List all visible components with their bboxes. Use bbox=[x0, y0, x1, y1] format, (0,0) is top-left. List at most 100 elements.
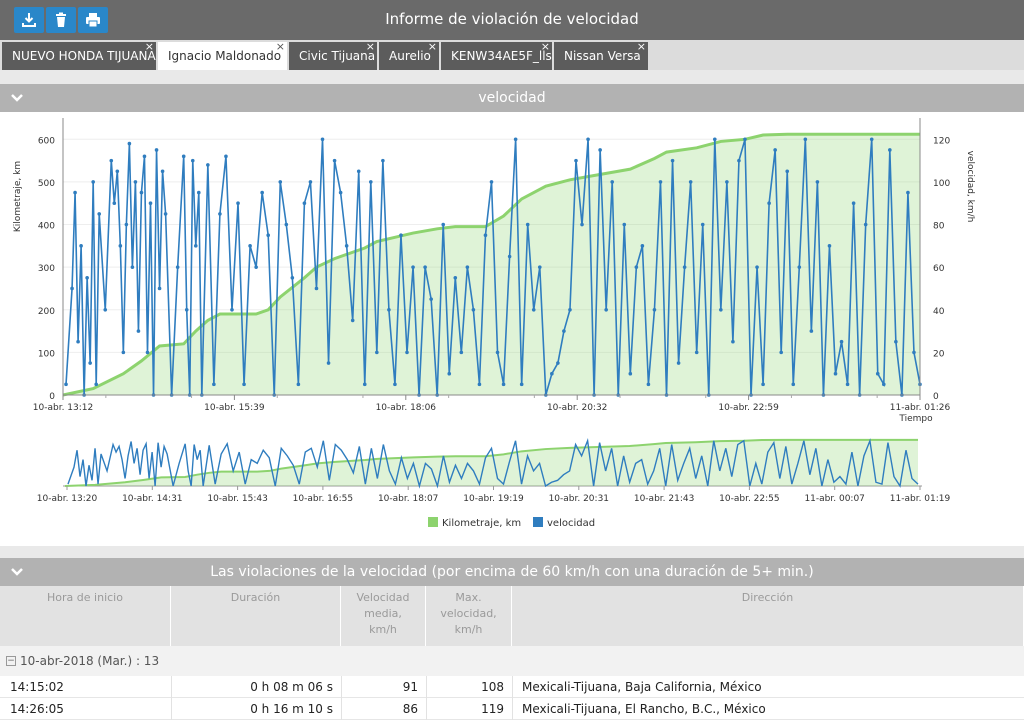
header-avg-speed[interactable]: Velocidad media, km/h bbox=[341, 586, 426, 646]
speed-point bbox=[640, 244, 645, 248]
speed-point bbox=[278, 180, 283, 184]
speed-point bbox=[827, 244, 832, 248]
left-tick-label: 600 bbox=[38, 136, 55, 146]
close-icon[interactable]: × bbox=[540, 40, 550, 53]
right-tick-label: 20 bbox=[933, 349, 945, 359]
close-icon[interactable]: × bbox=[365, 40, 375, 53]
collapse-icon[interactable]: − bbox=[6, 656, 16, 666]
speed-point bbox=[230, 307, 234, 312]
speed-point bbox=[350, 318, 355, 323]
right-tick-label: 120 bbox=[933, 136, 950, 146]
delete-button[interactable] bbox=[46, 7, 76, 33]
speed-point bbox=[332, 158, 337, 163]
speed-point bbox=[224, 154, 228, 159]
left-axis-title: Kilometraje, km bbox=[13, 161, 23, 232]
speed-point bbox=[586, 137, 590, 142]
left-tick-label: 500 bbox=[38, 179, 55, 189]
speed-point bbox=[773, 148, 777, 152]
speed-point bbox=[694, 350, 699, 355]
chart-section-header[interactable]: velocidad bbox=[0, 84, 1024, 112]
speed-point bbox=[851, 201, 856, 206]
print-button[interactable] bbox=[78, 7, 108, 33]
speed-point bbox=[574, 158, 578, 163]
table-row[interactable]: 14:26:05 0 h 16 m 10 s 86 119 Mexicali-T… bbox=[0, 698, 1024, 720]
trash-icon bbox=[56, 12, 66, 27]
speed-point bbox=[562, 329, 566, 333]
speed-point bbox=[423, 265, 427, 269]
header-text: velocidad, bbox=[440, 607, 497, 620]
header-max-speed[interactable]: Max. velocidad, km/h bbox=[426, 586, 512, 646]
speed-point bbox=[320, 137, 325, 142]
navigator-tick-label: 10-abr. 15:43 bbox=[207, 494, 267, 504]
chevron-down-icon[interactable] bbox=[10, 91, 24, 105]
speed-point bbox=[525, 222, 530, 227]
download-button[interactable] bbox=[14, 7, 44, 33]
speed-point bbox=[160, 169, 165, 174]
tab-ignacio-maldonado[interactable]: Ignacio Maldonado × bbox=[158, 40, 287, 70]
cell-address: Mexicali-Tijuana, El Rancho, B.C., Méxic… bbox=[522, 702, 766, 716]
group-row[interactable]: − 10-abr-2018 (Mar.) : 13 bbox=[0, 646, 1024, 676]
chevron-down-icon[interactable] bbox=[10, 565, 24, 579]
speed-point bbox=[97, 212, 102, 216]
speed-point bbox=[115, 169, 120, 174]
table-row[interactable]: 14:15:02 0 h 08 m 06 s 91 108 Mexicali-T… bbox=[0, 676, 1024, 698]
x-tick-label: 11-abr. 01:26 bbox=[890, 403, 951, 413]
speed-point bbox=[833, 371, 838, 376]
cell-start: 14:26:05 bbox=[10, 702, 64, 716]
tab-label: Nissan Versa bbox=[564, 49, 641, 63]
speed-point bbox=[91, 180, 95, 184]
download-icon bbox=[22, 13, 36, 27]
speed-point bbox=[731, 339, 735, 344]
speed-point bbox=[73, 190, 77, 195]
violations-section-header[interactable]: Las violaciones de la velocidad (por enc… bbox=[0, 558, 1024, 586]
header-text: km/h bbox=[454, 623, 483, 636]
speed-point bbox=[212, 382, 216, 387]
print-icon bbox=[86, 13, 100, 28]
tab-civic-tijuana[interactable]: Civic Tijuana × bbox=[289, 40, 377, 70]
speed-point bbox=[737, 158, 741, 163]
header-start-time[interactable]: Hora de inicio bbox=[0, 586, 171, 646]
speed-point bbox=[513, 137, 518, 142]
close-icon[interactable]: × bbox=[275, 40, 285, 53]
speed-point bbox=[375, 350, 379, 355]
speed-point bbox=[839, 339, 844, 344]
speed-chart[interactable]: 0 100 200 300 400 500 600 0 20 40 60 80 100 120 10-abr… bbox=[0, 112, 1024, 546]
speed-point bbox=[121, 350, 126, 355]
speed-point bbox=[326, 361, 331, 365]
speed-point bbox=[284, 222, 289, 227]
speed-point bbox=[652, 307, 657, 312]
header-duration[interactable]: Duración bbox=[171, 586, 341, 646]
tab-label: NUEVO HONDA TIJUANA bbox=[12, 49, 156, 63]
tab-kenw34ae5f[interactable]: KENW34AE5F_lls × bbox=[441, 40, 552, 70]
tab-nissan-versa[interactable]: Nissan Versa × bbox=[554, 40, 648, 70]
group-label: 10-abr-2018 (Mar.) : 13 bbox=[20, 654, 160, 668]
navigator-tick-label: 11-abr. 00:07 bbox=[804, 494, 864, 504]
speed-point bbox=[894, 339, 898, 344]
speed-point bbox=[296, 382, 301, 387]
speed-point bbox=[875, 371, 880, 376]
left-tick-label: 0 bbox=[49, 392, 55, 402]
close-icon[interactable]: × bbox=[427, 40, 437, 53]
speed-point bbox=[634, 265, 639, 269]
legend-swatch-km bbox=[428, 517, 438, 527]
speed-point bbox=[112, 201, 117, 206]
vehicle-tabs: NUEVO HONDA TIJUANA × Ignacio Maldonado × … bbox=[0, 40, 1024, 70]
speed-point bbox=[495, 350, 500, 355]
tab-label: Civic Tijuana bbox=[299, 49, 376, 63]
navigator-tick-label: 10-abr. 19:19 bbox=[463, 494, 524, 504]
chart-section-title: velocidad bbox=[478, 90, 546, 106]
speed-point bbox=[218, 212, 222, 216]
header-text: Hora de inicio bbox=[47, 591, 123, 604]
header-address[interactable]: Dirección bbox=[512, 586, 1024, 646]
navigator-tick-label: 10-abr. 13:20 bbox=[37, 494, 98, 504]
close-icon[interactable]: × bbox=[636, 40, 646, 53]
tab-nuevo-honda-tijuana[interactable]: NUEVO HONDA TIJUANA × bbox=[2, 40, 156, 70]
speed-point bbox=[139, 190, 144, 195]
speed-point bbox=[76, 339, 80, 344]
tab-aurelio[interactable]: Aurelio × bbox=[379, 40, 439, 70]
table-header: Hora de inicio Duración Velocidad media, k… bbox=[0, 586, 1024, 646]
speed-point bbox=[130, 265, 135, 269]
navigator-tick-label: 10-abr. 20:31 bbox=[549, 494, 609, 504]
speed-point bbox=[154, 148, 159, 152]
close-icon[interactable]: × bbox=[144, 40, 154, 53]
